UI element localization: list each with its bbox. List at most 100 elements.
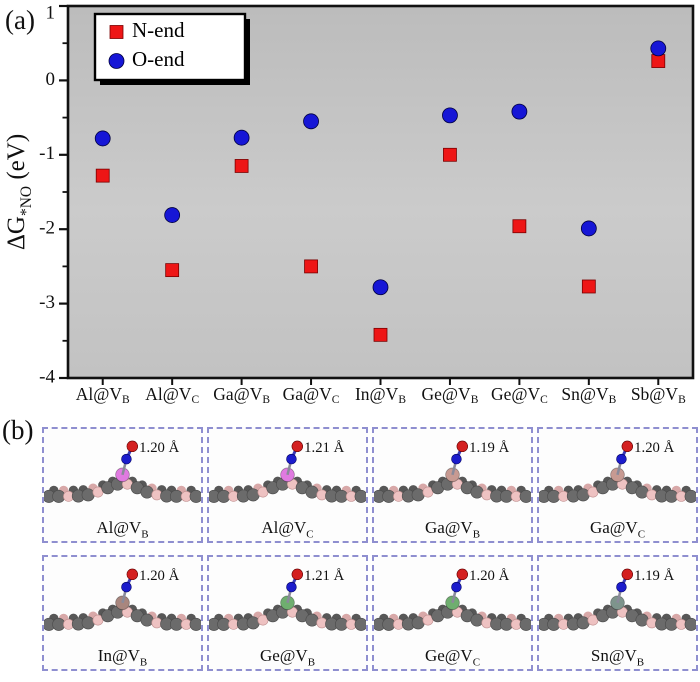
atom-gray — [169, 489, 183, 503]
dopant-atom — [280, 595, 295, 611]
structure-cell: 1.20 Å Al@VB — [42, 427, 203, 543]
panel-a-label: (a) — [5, 5, 35, 35]
data-point-n-end — [512, 219, 527, 234]
chart-svg: 1 0 -1 -2 -3 -4 Al@VB Al@VC Ga@VB Ga@VC In@VB Ge@VB… — [3, 2, 695, 406]
y-tick-label: -2 — [39, 218, 55, 239]
structure-caption: Sn@VB — [590, 646, 645, 669]
x-tick-label: Ga@VB — [213, 384, 270, 406]
structure-image: 1.19 Å — [374, 440, 531, 503]
x-tick-label: Ge@VB — [422, 384, 479, 406]
atom-gray — [189, 489, 201, 503]
structure-caption: Ge@VC — [424, 646, 481, 669]
atom-gray — [189, 617, 201, 631]
structure-cell: 1.19 Å Ga@VB — [372, 427, 533, 543]
data-point-n-end — [165, 263, 180, 278]
data-point-o-end — [650, 40, 667, 57]
structure-cell: 1.20 Å Ga@VC — [537, 427, 698, 543]
structure-image: 1.21 Å — [209, 568, 366, 631]
legend-label: N-end — [132, 18, 185, 42]
structure-caption: Ga@VC — [589, 518, 646, 541]
nitrogen-atom — [616, 453, 627, 465]
structure-grid: 1.20 Å Al@VB 1.21 Å Al@VC 1.19 Å Ga@VB 1.20 Å G… — [42, 427, 698, 671]
atom-gray — [382, 617, 396, 631]
atom-gray — [519, 489, 531, 503]
dopant-atom — [610, 595, 625, 611]
atom-gray — [81, 488, 95, 502]
n-end-marker-icon — [109, 25, 124, 39]
structure-image: 1.20 Å — [44, 568, 201, 631]
atom-gray — [499, 617, 513, 631]
atom-gray — [52, 617, 66, 631]
atom-gray — [519, 617, 531, 631]
atom-gray — [664, 617, 678, 631]
nitrogen-atom — [286, 453, 297, 465]
atom-gray — [52, 489, 66, 503]
data-point-n-end — [443, 147, 457, 162]
nitrogen-atom — [121, 581, 132, 593]
structure-caption: In@VB — [97, 646, 148, 669]
atom-gray — [334, 617, 348, 631]
structure-caption: Al@VB — [96, 518, 149, 541]
y-tick-label: 1 — [46, 2, 56, 23]
data-point-o-end — [303, 113, 319, 130]
atom-gray — [334, 489, 348, 503]
atom-gray — [470, 485, 484, 499]
structure-cell: 1.20 Å In@VB — [42, 555, 203, 671]
atom-gray — [246, 488, 260, 502]
data-point-o-end — [580, 220, 597, 237]
oxygen-atom — [621, 568, 634, 581]
bond-length-label: 1.21 Å — [304, 440, 344, 456]
atom-gray — [305, 613, 319, 627]
structure-caption: Ge@VB — [259, 646, 316, 669]
structure-cell: 1.21 Å Al@VC — [207, 427, 368, 543]
atom-gray — [411, 488, 425, 502]
atom-gray — [470, 613, 484, 627]
x-tick-label: Al@VB — [76, 384, 130, 406]
atom-gray — [140, 613, 154, 627]
atom-gray — [635, 613, 649, 627]
scatter-chart: 1 0 -1 -2 -3 -4 Al@VB Al@VC Ga@VB Ga@VC In@VB Ge@VB… — [3, 2, 695, 406]
y-tick-label: -3 — [39, 292, 55, 313]
structure-caption: Al@VC — [261, 518, 314, 541]
data-point-n-end — [234, 159, 249, 173]
legend-label: O-end — [132, 47, 185, 71]
data-point-n-end — [95, 168, 110, 183]
atom-gray — [547, 489, 561, 503]
atom-gray — [635, 485, 649, 499]
x-tick-label: Sn@VB — [561, 384, 616, 406]
atom-gray — [664, 489, 678, 503]
legend-box — [93, 12, 247, 82]
atom-gray — [684, 489, 696, 503]
nitrogen-atom — [451, 453, 462, 465]
atom-gray — [246, 616, 260, 630]
structure-image: 1.20 Å — [374, 568, 531, 631]
data-point-o-end — [164, 207, 181, 223]
atom-gray — [81, 616, 95, 630]
atom-gray — [684, 617, 696, 631]
atom-gray — [217, 489, 231, 503]
x-tick-label: In@VB — [355, 384, 406, 406]
atom-gray — [140, 485, 154, 499]
data-point-o-end — [372, 279, 389, 296]
structure-image: 1.21 Å — [209, 440, 366, 503]
bond-length-label: 1.20 Å — [139, 440, 179, 456]
atom-gray — [382, 489, 396, 503]
nitrogen-atom — [121, 453, 132, 465]
bond-length-label: 1.20 Å — [469, 568, 509, 584]
structure-cell: 1.21 Å Ge@VB — [207, 555, 368, 671]
atom-gray — [411, 616, 425, 630]
oxygen-atom — [291, 440, 304, 453]
dopant-atom — [445, 595, 460, 611]
nitrogen-atom — [616, 581, 627, 593]
data-point-o-end — [94, 130, 111, 147]
y-axis-title: ΔG*NO (eV) — [3, 134, 35, 250]
data-point-n-end — [304, 259, 318, 274]
atom-gray — [576, 616, 590, 630]
x-tick-label: Ga@VC — [283, 384, 340, 406]
structure-cell: 1.19 Å Sn@VB — [537, 555, 698, 671]
nitrogen-atom — [286, 581, 297, 593]
o-end-marker-icon — [108, 53, 125, 69]
atom-gray — [547, 617, 561, 631]
dopant-atom — [115, 595, 130, 611]
